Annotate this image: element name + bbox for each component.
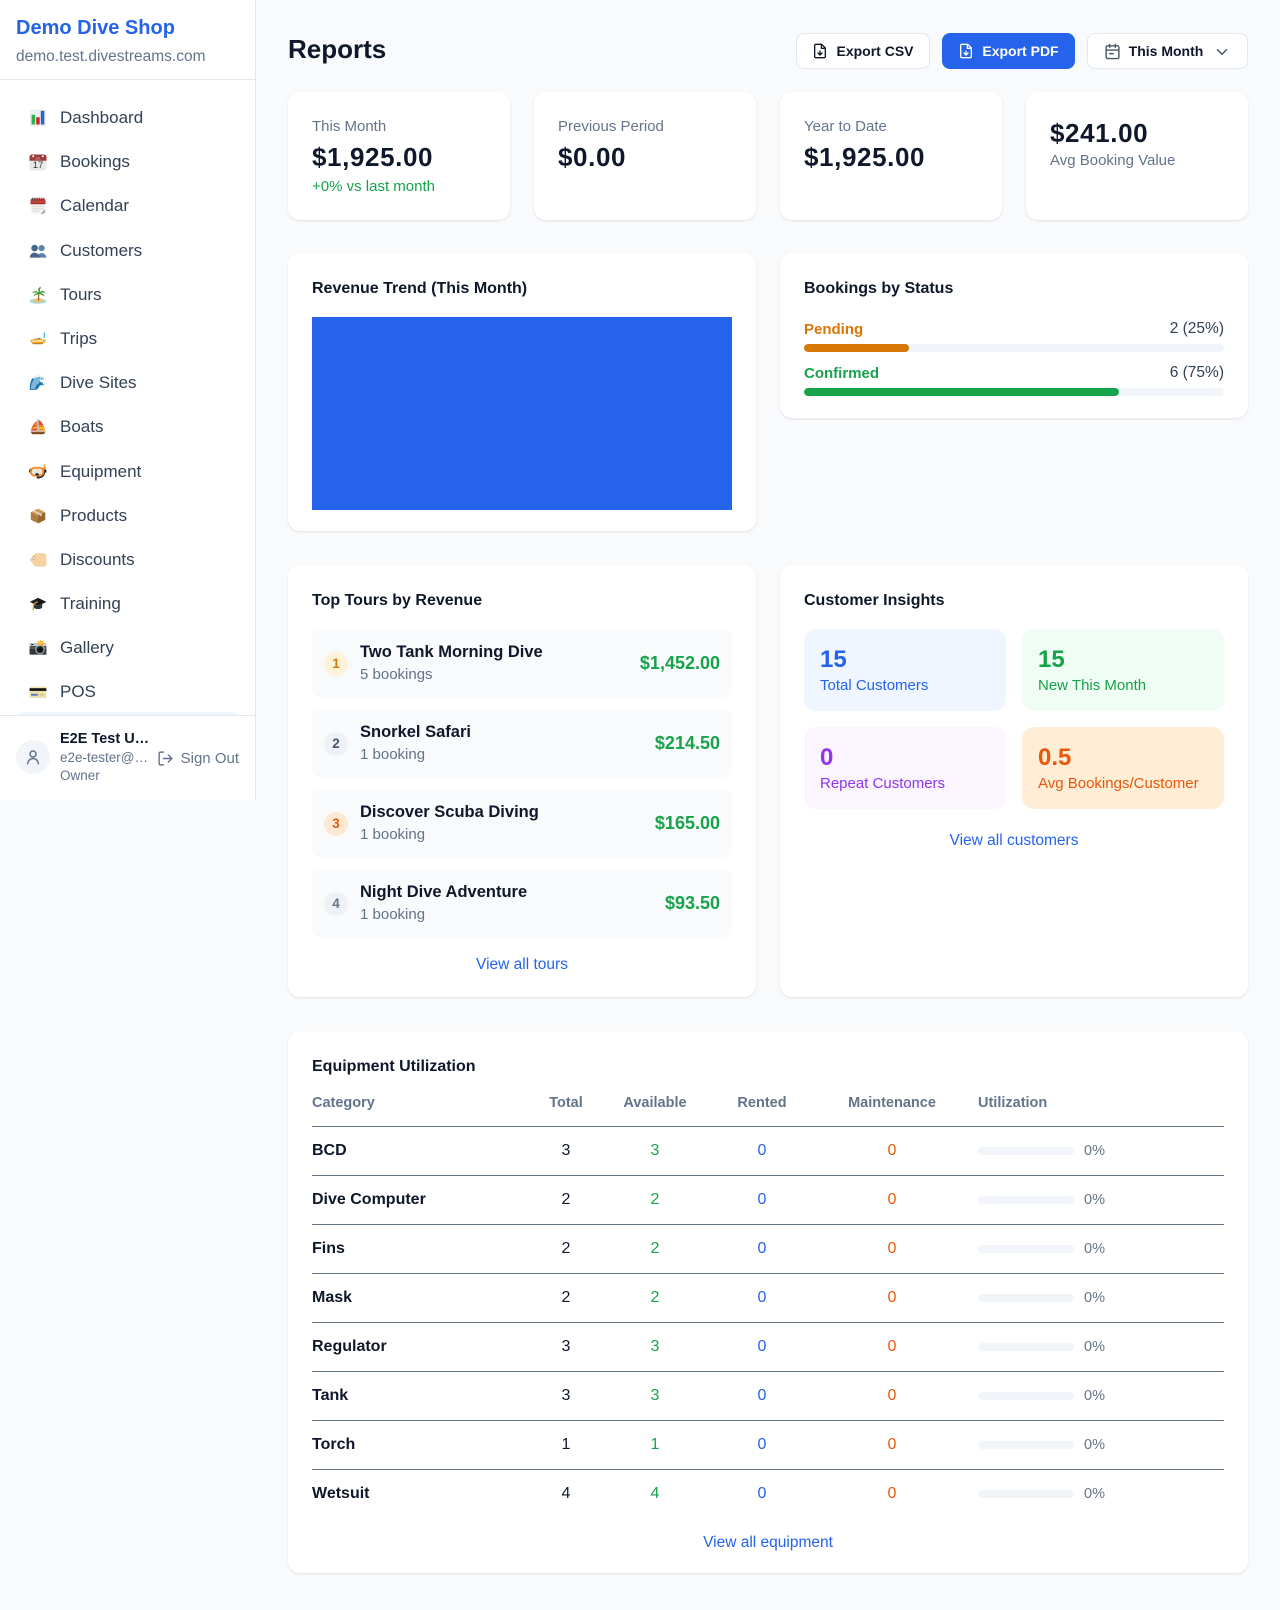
svg-text:JUL: JUL [35, 157, 41, 161]
svg-text:17: 17 [33, 160, 44, 171]
